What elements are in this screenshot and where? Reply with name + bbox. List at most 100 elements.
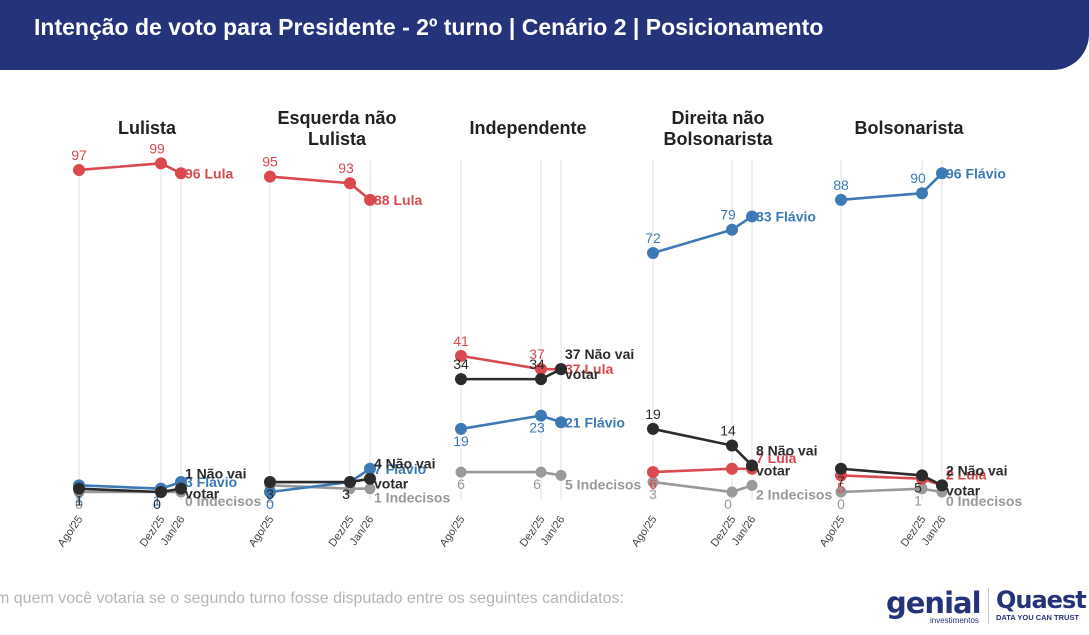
panel-2-indecisos-point [364,483,376,495]
panel-4-lula-value-label: 6 [649,476,657,492]
panel-4-indecisos-end-label: 2 Indecisos [756,486,832,502]
panel-3-lula-value-label: 37 [529,346,545,362]
panel-5-flavio-point [916,187,928,200]
panel-1-nao-vai-votar-point [175,482,187,495]
panel-4-flavio-point [726,223,738,236]
panel-1-nao-vai-votar-end-label: 1 Não vai [185,466,246,482]
panel-5-indecisos-end-label: 0 Indecisos [946,493,1022,509]
panel-3-xtick-label: Ago/25 [438,514,468,549]
panel-2-xtick-label: Ago/25 [247,514,277,549]
panel-4-nao-vai-votar-value-label: 14 [720,423,736,439]
panel-3-lula-point [535,363,547,376]
panel-5-nao-vai-votar-value-label: 5 [914,479,922,495]
panel-3-lula-point [455,349,467,362]
panel-4-nao-vai-votar-end-label: 8 Não vai [756,442,817,458]
panel-5-indecisos-point [835,486,847,498]
panel-3-flavio-value-label: 23 [529,420,545,436]
panel-3-nao-vai-votar-end-label: votar [565,366,600,382]
panel-2-flavio-value-label: 3 [342,486,350,502]
header-bar: Intenção de voto para Presidente - 2º tu… [0,0,1089,70]
panel-2-nao-vai-votar-value-label: 3 [266,486,274,502]
panel-3-nao-vai-votar-point [555,363,567,376]
panel-5-lula-value-label: 5 [837,479,845,495]
panel-1-indecisos-value-label: 0 [75,496,83,512]
panel-5-lula-end-label: 2 Lula [946,466,987,482]
panel-2-indecisos-end-label: 1 Indecisos [374,490,450,506]
genial-logo: genial [886,586,982,620]
panel-5-flavio-point [835,193,847,206]
panel-1-nao-vai-votar-point [73,482,85,495]
panel-2-lula-end-label: 88 Lula [374,192,422,208]
panel-5-flavio-value-label: 90 [910,170,926,186]
panel-5-flavio-end-label: 96 Flávio [946,165,1006,181]
panel-4-indecisos-value-label: 0 [724,496,732,512]
panel-3-indecisos-point [455,466,467,478]
logos: genial investimentos Quaest DATA YOU CAN… [886,586,1087,630]
panel-1-xtick-label: Ago/25 [56,514,86,549]
panel-1-nao-vai-votar-value-label: 1 [75,493,83,509]
panel-3-indecisos-end-label: 5 Indecisos [565,476,641,492]
panel-3-flavio-value-label: 19 [453,433,469,449]
panel-3-indecisos-point [535,466,547,478]
panel-3-nao-vai-votar-value-label: 34 [453,356,469,372]
panel-5-flavio-value-label: 88 [833,177,849,193]
page-title: Intenção de voto para Presidente - 2º tu… [34,14,824,40]
panel-1-lula-point [73,163,85,176]
panel-3-flavio-point [555,416,567,429]
panel-5-nao-vai-votar-end-label: 2 Não vai [946,462,1007,478]
panel-4-lula-end-label: 7 Lula [756,450,797,466]
panel-1-flavio-end-label: 3 Flávio [185,474,237,490]
panel-1-nao-vai-votar-point [155,486,167,498]
panel-2-flavio-point [364,462,376,475]
panel-3-flavio-point [535,409,547,422]
panel-5-nao-vai-votar-point [936,479,948,492]
panel-1-lula-value-label: 99 [149,140,165,156]
quaest-logo-sub: DATA YOU CAN TRUST [996,613,1080,622]
panel-1-lula-point [155,157,167,170]
panel-3-title: Independente [469,118,586,138]
panel-3-indecisos-value-label: 6 [457,476,465,492]
panel-3-flavio-end-label: 21 Flávio [565,414,625,430]
panel-1-flavio-value-label: 1 [153,493,161,509]
panel-4-nao-vai-votar-value-label: 19 [645,406,661,422]
panel-5-nao-vai-votar-value-label: 7 [837,473,845,489]
panel-3-nao-vai-votar-value-label: 34 [529,356,545,372]
panel-2-lula-value-label: 93 [338,160,354,176]
panel-1-title: Lulista [118,118,177,138]
panel-3-nao-vai-votar-point [535,373,547,386]
logo-divider [988,588,989,624]
panel-5-xtick-label: Ago/25 [818,514,848,549]
panel-5-indecisos-point [916,483,928,495]
panel-4-flavio-value-label: 72 [645,230,661,246]
panel-5-indecisos-value-label: 0 [837,496,845,512]
panel-3-lula-value-label: 41 [453,333,469,349]
panel-1-indecisos-end-label: 0 Indecisos [185,493,261,509]
panel-4-indecisos-value-label: 3 [649,486,657,502]
panel-2-title: Lulista [308,129,367,149]
panel-4-indecisos-point [746,479,758,491]
quaest-logo: Quaest [996,586,1087,614]
panel-2-flavio-end-label: 7 Flávio [374,461,426,477]
panel-4-nao-vai-votar-point [647,422,659,435]
panel-4-indecisos-point [726,486,738,498]
panel-4-flavio-line [652,215,753,255]
panel-2-lula-point [364,193,376,206]
panel-5-title: Bolsonarista [854,118,964,138]
panel-5-indecisos-value-label: 1 [914,493,922,509]
panel-2-nao-vai-votar-value-label: 3 [342,486,350,502]
panel-1-lula-value-label: 97 [71,147,87,163]
panel-3-nao-vai-votar-point [455,373,467,386]
panel-2-nao-vai-votar-point [344,476,356,489]
panel-4-flavio-value-label: 79 [720,207,736,223]
panel-1-nao-vai-votar-end-label: votar [185,486,220,502]
panel-5-nao-vai-votar-point [835,462,847,475]
panel-2-title: Esquerda não [277,108,396,128]
panel-3-flavio-point [455,422,467,435]
genial-logo-sub: investimentos [930,616,979,625]
footnote: m quem você votaria se o segundo turno f… [0,590,624,607]
panel-2-lula-point [264,170,276,183]
panel-2-lula-value-label: 95 [262,154,278,170]
panel-2-flavio-point [264,486,276,498]
panel-4-lula-point [647,466,659,479]
panel-1-lula-point [175,167,187,180]
